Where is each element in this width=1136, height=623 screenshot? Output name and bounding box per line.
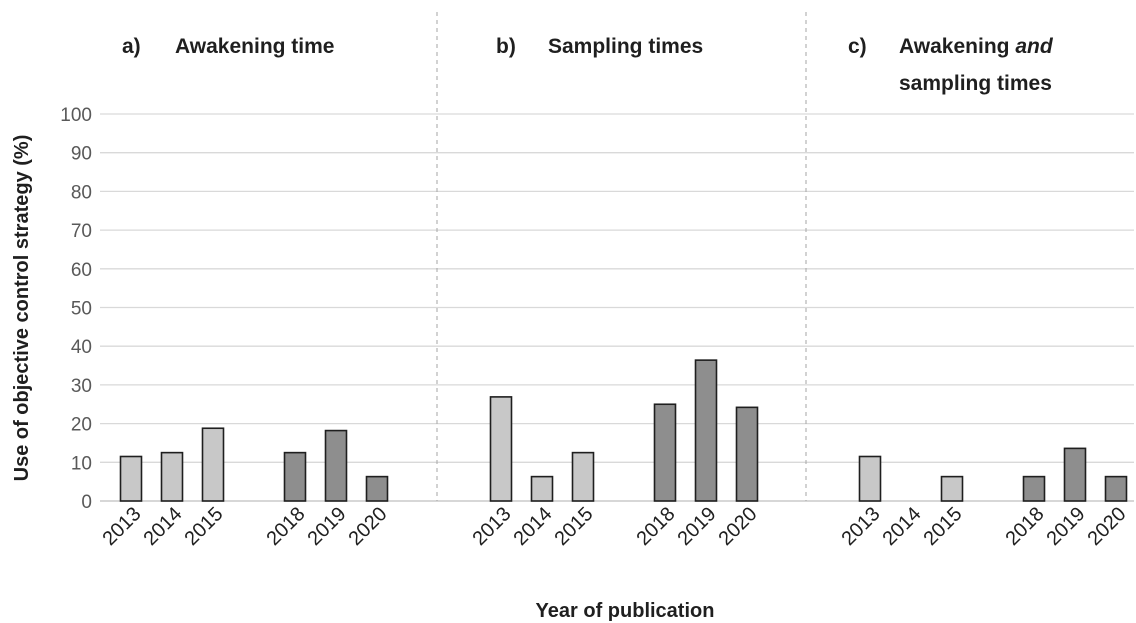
y-tick-label: 100 <box>60 105 92 126</box>
bar-c-2020 <box>1104 475 1128 502</box>
bar-a-2014 <box>160 451 184 502</box>
panel-title: Awakening time <box>175 35 335 58</box>
x-tick-label: 2018 <box>1002 503 1049 550</box>
y-tick-label: 0 <box>81 492 92 513</box>
bar-a-2013 <box>119 455 143 502</box>
x-tick-label: 2014 <box>879 503 926 550</box>
x-axis-label: Year of publication <box>536 600 715 622</box>
bar-b-2014 <box>530 475 554 502</box>
x-tick-label: 2015 <box>181 503 228 550</box>
y-tick-label: 30 <box>71 376 92 397</box>
y-tick-label: 40 <box>71 337 92 358</box>
panel-title: Sampling times <box>548 35 703 58</box>
x-tick-label: 2013 <box>469 503 516 550</box>
bar-a-2015 <box>201 427 225 502</box>
bar-b-2018 <box>653 403 677 502</box>
gridlines <box>100 113 1134 502</box>
panel-dividers <box>436 12 807 501</box>
bar-c-2018 <box>1022 475 1046 502</box>
bars <box>119 359 1128 502</box>
bar-b-2013 <box>489 396 513 502</box>
bar-a-2020 <box>365 475 389 502</box>
bar-b-2019 <box>694 359 718 502</box>
panel-letter: a) <box>122 35 141 58</box>
x-tick-label: 2015 <box>551 503 598 550</box>
x-tick-label: 2019 <box>304 503 351 550</box>
x-tick-label: 2013 <box>838 503 885 550</box>
x-tick-label: 2013 <box>99 503 146 550</box>
x-tick-label: 2014 <box>510 503 557 550</box>
y-axis-ticks: 0 10 20 30 40 50 60 70 80 90 100 <box>60 105 92 513</box>
x-tick-label: 2018 <box>633 503 680 550</box>
x-tick-label: 2019 <box>674 503 721 550</box>
x-tick-label: 2019 <box>1043 503 1090 550</box>
x-tick-label: 2020 <box>715 503 762 550</box>
y-axis-label: Use of objective control strategy (%) <box>11 135 33 482</box>
bar-c-2015 <box>940 475 964 502</box>
y-tick-label: 70 <box>71 221 92 242</box>
x-tick-label: 2014 <box>140 503 187 550</box>
panel-title: sampling times <box>899 72 1052 95</box>
x-tick-label: 2020 <box>1084 503 1131 550</box>
y-tick-label: 60 <box>71 260 92 281</box>
panel-letter: c) <box>848 35 867 58</box>
x-tick-label: 2018 <box>263 503 310 550</box>
bar-c-2013 <box>858 455 882 502</box>
bar-b-2015 <box>571 451 595 502</box>
panel-letter: b) <box>496 35 516 58</box>
y-tick-label: 10 <box>71 453 92 474</box>
y-tick-label: 90 <box>71 144 92 165</box>
bar-a-2019 <box>324 429 348 502</box>
x-tick-label: 2020 <box>345 503 392 550</box>
panel-title: Awakening and <box>899 35 1054 58</box>
bar-a-2018 <box>283 451 307 502</box>
panel-titles: a) Awakening time b) Sampling times c) Awaken… <box>122 35 1054 95</box>
y-tick-label: 80 <box>71 182 92 203</box>
y-tick-label: 20 <box>71 415 92 436</box>
y-tick-label: 50 <box>71 299 92 320</box>
x-tick-label: 2015 <box>920 503 967 550</box>
bar-b-2020 <box>735 406 759 502</box>
bar-c-2019 <box>1063 447 1087 502</box>
